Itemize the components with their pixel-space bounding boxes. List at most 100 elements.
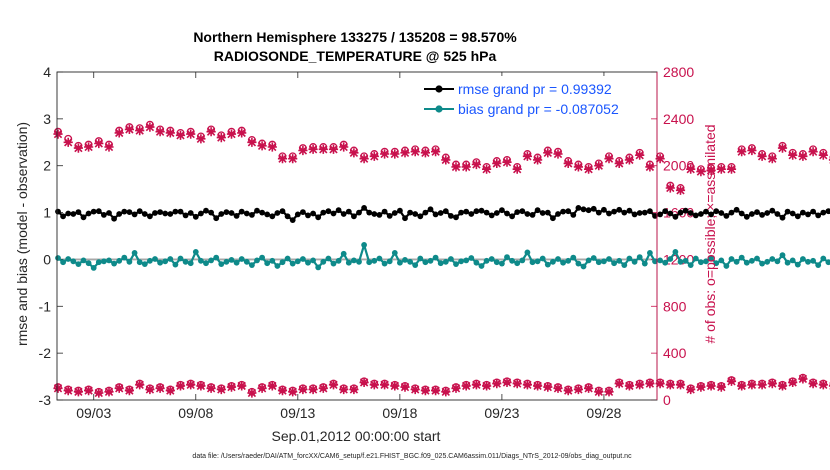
- obs-assimilated-point: [380, 380, 390, 390]
- obs-assimilated-point: [645, 162, 655, 172]
- legend: rmse grand pr = 0.99392 bias grand pr = …: [420, 76, 646, 120]
- bias-point: [361, 242, 367, 248]
- bias-point: [442, 258, 449, 265]
- x-tick-label: 09/08: [178, 405, 213, 421]
- obs-assimilated-point: [400, 148, 410, 158]
- obs-assimilated-point: [104, 142, 114, 152]
- rmse-point: [677, 209, 684, 216]
- plot-area: -3-2-10123404008001200160020002400280009…: [39, 64, 830, 421]
- y-tick-label: 1: [43, 205, 51, 221]
- bias-point: [172, 261, 179, 268]
- bias-point: [376, 255, 383, 262]
- rmse-point: [269, 213, 276, 220]
- obs-assimilated-point: [63, 137, 73, 147]
- bias-point: [774, 258, 781, 265]
- obs-assimilated-point: [390, 381, 400, 391]
- rmse-point: [238, 208, 245, 215]
- bias-point: [713, 260, 720, 267]
- rmse-point: [555, 211, 561, 217]
- bias-point: [825, 259, 830, 266]
- bias-point: [565, 257, 572, 264]
- obs-assimilated-point: [298, 384, 308, 395]
- obs-assimilated-point: [635, 150, 645, 160]
- bias-point: [233, 259, 240, 266]
- rmse-point: [483, 209, 490, 216]
- y-tick-label: 0: [43, 251, 51, 267]
- obs-assimilated-point: [175, 130, 186, 140]
- rmse-point: [320, 209, 327, 216]
- bias-point: [718, 257, 725, 264]
- rmse-point: [437, 210, 444, 216]
- bias-point: [218, 261, 225, 267]
- obs-assimilated-point: [553, 383, 563, 393]
- bias-point: [570, 254, 577, 261]
- rmse-point: [672, 213, 679, 220]
- obs-assimilated-point: [237, 128, 247, 138]
- rmse-point: [427, 206, 434, 213]
- obs-assimilated-point: [226, 129, 237, 139]
- obs-assimilated-point: [471, 380, 481, 390]
- obs-assimilated-point: [614, 158, 624, 168]
- bias-point: [417, 255, 424, 262]
- bias-point: [223, 258, 230, 265]
- obs-assimilated-point: [482, 381, 492, 391]
- bias-point: [784, 259, 791, 266]
- obs-assimilated-point: [553, 149, 563, 159]
- rmse-point: [453, 214, 459, 221]
- bias-point: [397, 259, 403, 266]
- obs-assimilated-point: [808, 379, 818, 389]
- obs-assimilated-point: [186, 380, 196, 390]
- obs-assimilated-point: [349, 148, 359, 158]
- bias-point: [60, 259, 66, 266]
- obs-assimilated-point: [747, 145, 757, 156]
- obs-assimilated-point: [604, 387, 614, 397]
- legend-rmse-label: rmse grand pr = 0.99392: [458, 81, 612, 97]
- bias-point: [152, 256, 158, 262]
- rmse-point: [458, 209, 464, 216]
- obs-assimilated-point: [502, 157, 512, 167]
- rmse-point: [544, 209, 551, 216]
- obs-assimilated-point: [288, 387, 298, 397]
- obs-assimilated-point: [339, 384, 349, 395]
- bias-point: [254, 257, 260, 264]
- y-right-tick-label: 400: [663, 345, 687, 361]
- rmse-point: [315, 214, 322, 221]
- obs-assimilated-point: [788, 377, 798, 387]
- obs-assimilated-point: [665, 183, 675, 193]
- bias-point: [228, 257, 235, 263]
- obs-assimilated-point: [328, 144, 339, 154]
- obs-assimilated-point: [573, 162, 583, 172]
- obs-assimilated-point: [247, 137, 257, 147]
- rmse-point: [718, 210, 725, 216]
- bias-point: [800, 256, 806, 262]
- bias-point: [391, 250, 398, 256]
- bias-point: [111, 260, 117, 267]
- rmse-point: [80, 214, 87, 221]
- rmse-point: [300, 209, 306, 216]
- rmse-point: [708, 211, 714, 218]
- bias-point: [769, 256, 776, 262]
- bias-point: [294, 258, 301, 265]
- rmse-point: [213, 215, 220, 222]
- rmse-point: [402, 215, 408, 222]
- rmse-point: [779, 214, 786, 221]
- obs-assimilated-point: [63, 386, 73, 396]
- obs-assimilated-point: [512, 164, 522, 174]
- obs-assimilated-point: [124, 386, 134, 396]
- bias-point: [575, 260, 582, 267]
- obs-assimilated-point: [624, 381, 634, 391]
- obs-assimilated-point: [196, 381, 206, 391]
- obs-assimilated-point: [441, 155, 451, 165]
- bias-point: [315, 264, 322, 271]
- bias-point: [698, 259, 704, 266]
- rmse-point: [330, 210, 337, 217]
- bias-point: [662, 259, 669, 266]
- obs-assimilated-point: [84, 386, 94, 396]
- rmse-point: [198, 210, 204, 217]
- bias-point: [371, 257, 378, 264]
- bias-point: [351, 257, 357, 264]
- obs-assimilated-point: [461, 381, 471, 391]
- obs-assimilated-point: [135, 380, 145, 390]
- obs-assimilated-point: [410, 147, 420, 157]
